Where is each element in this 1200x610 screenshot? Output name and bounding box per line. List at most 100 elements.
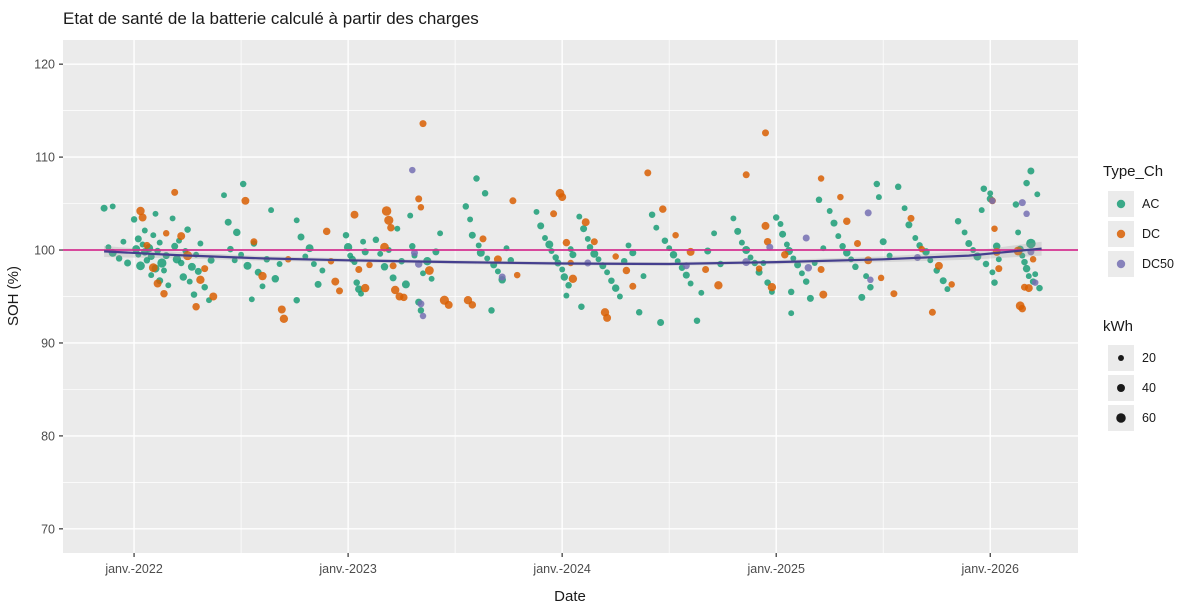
legend-dc-swatch <box>1116 229 1126 239</box>
data-point <box>394 225 401 232</box>
data-point <box>201 283 208 291</box>
data-point <box>918 245 925 253</box>
size-swatch-40 <box>1117 384 1125 392</box>
data-point <box>342 231 350 239</box>
data-point <box>494 268 501 275</box>
data-point <box>152 210 159 217</box>
data-point <box>766 243 774 251</box>
legend-label-dc: DC <box>1142 227 1160 241</box>
data-point <box>160 289 168 298</box>
data-point <box>1023 179 1030 187</box>
data-point <box>498 273 506 281</box>
data-point <box>484 255 491 262</box>
data-point <box>989 269 996 276</box>
data-point <box>702 265 710 274</box>
data-point <box>790 255 797 262</box>
data-point <box>136 261 145 271</box>
data-point <box>322 227 331 236</box>
data-point <box>580 225 588 233</box>
data-point <box>586 243 594 251</box>
color-legend: Type_Ch AC DC DC50 <box>1103 163 1174 277</box>
data-point <box>479 235 487 243</box>
data-point <box>894 183 902 191</box>
data-point <box>644 169 652 177</box>
legend-ac-swatch <box>1116 199 1126 209</box>
data-point <box>875 194 882 201</box>
data-point <box>177 259 185 267</box>
data-point <box>425 266 434 275</box>
data-point <box>201 265 209 273</box>
data-point <box>944 286 951 293</box>
size-swatch-60 <box>1116 413 1126 423</box>
data-point <box>1024 284 1033 293</box>
data-point <box>595 256 602 263</box>
data-point <box>389 262 397 270</box>
data-point <box>1012 201 1020 208</box>
data-point <box>788 310 795 317</box>
size-legend: kWh 20 40 60 <box>1103 318 1156 431</box>
data-point <box>305 244 314 253</box>
data-point <box>409 166 416 174</box>
data-point <box>400 293 408 302</box>
data-point <box>319 267 326 274</box>
data-point <box>462 203 470 210</box>
data-point <box>156 239 163 246</box>
data-point <box>391 285 400 295</box>
data-point <box>468 231 476 239</box>
data-point <box>241 196 250 205</box>
data-point <box>153 279 162 288</box>
data-point <box>794 261 802 269</box>
data-point <box>552 254 559 261</box>
data-point <box>177 232 186 241</box>
scatter-points <box>100 120 1043 327</box>
data-point <box>258 271 267 281</box>
data-point <box>991 279 998 286</box>
data-point <box>389 274 397 282</box>
data-point <box>238 251 245 258</box>
x-axis-title: Date <box>554 588 586 605</box>
data-point <box>100 204 108 212</box>
data-point <box>867 283 874 291</box>
data-point <box>271 275 280 283</box>
data-point <box>227 245 234 253</box>
data-point <box>231 257 238 264</box>
data-point <box>965 239 973 248</box>
data-point <box>473 175 480 182</box>
data-point <box>419 120 427 128</box>
data-point <box>852 263 859 271</box>
data-point <box>905 221 913 229</box>
data-point <box>961 229 968 236</box>
data-point <box>1015 229 1022 236</box>
legend-dc50-swatch <box>1116 259 1126 269</box>
size-label-20: 20 <box>1142 351 1156 365</box>
data-point <box>417 307 425 314</box>
data-point <box>190 291 198 298</box>
data-point <box>444 300 453 309</box>
data-point <box>179 273 188 281</box>
data-point <box>381 206 392 216</box>
data-point <box>310 261 317 267</box>
data-point <box>661 237 669 244</box>
data-point <box>817 265 825 274</box>
data-point <box>277 305 286 314</box>
y-axis-title: SOH (%) <box>5 266 22 326</box>
data-point <box>169 215 176 222</box>
data-point <box>992 242 1001 251</box>
data-point <box>890 290 898 298</box>
data-point <box>302 253 309 260</box>
data-point <box>783 241 790 248</box>
data-point <box>509 197 517 205</box>
data-point <box>350 210 359 219</box>
data-point <box>901 205 908 212</box>
data-point <box>989 197 996 205</box>
data-point <box>250 238 258 246</box>
data-point <box>640 273 647 280</box>
data-point <box>410 249 419 257</box>
data-point <box>879 238 887 246</box>
data-point <box>1031 279 1039 286</box>
data-point <box>161 267 167 274</box>
data-point <box>995 256 1002 263</box>
data-point <box>187 262 196 271</box>
data-point <box>355 265 363 274</box>
data-point <box>612 253 619 260</box>
